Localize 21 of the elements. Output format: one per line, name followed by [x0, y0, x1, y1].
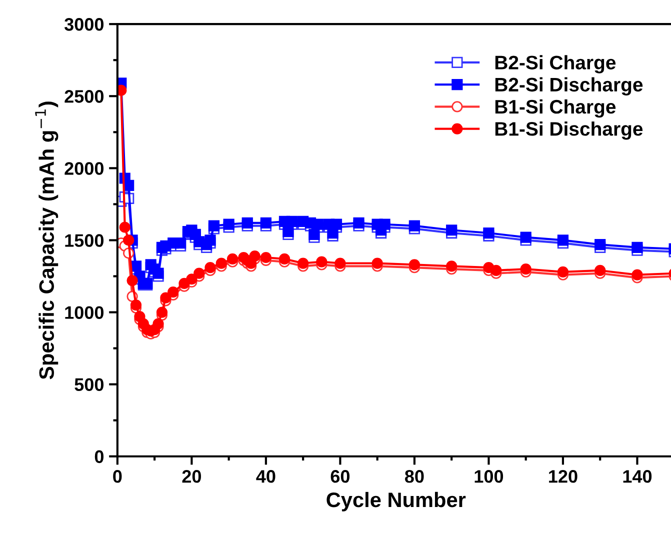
x-tick-label: 0: [113, 470, 122, 483]
legend-label: B2-Si Charge: [495, 55, 616, 74]
x-tick-label: 40: [256, 470, 276, 483]
y-tick-label: 500: [74, 378, 104, 392]
legend-label: B1-Si Discharge: [495, 121, 643, 140]
y-tick-label: 1000: [65, 306, 104, 319]
legend-label: B2-Si Discharge: [495, 77, 643, 96]
x-tick-label: 100: [474, 470, 504, 483]
y-tick-label: 2500: [64, 90, 104, 103]
x-axis-title: Cycle Number: [326, 492, 466, 512]
y-axis-title: Specific Capacity (mAh g$^{−1}$): [35, 102, 58, 380]
y-tick-label: 1500: [65, 234, 104, 247]
x-tick-label: 80: [404, 470, 424, 483]
x-tick-label: 120: [549, 470, 578, 483]
x-tick-label: 20: [182, 470, 201, 483]
legend-label: B1-Si Charge: [495, 99, 616, 118]
y-tick-label: 3000: [64, 18, 104, 31]
y-tick-label: 0: [94, 450, 104, 464]
y-tick-label: 2000: [64, 162, 104, 175]
x-tick-label: 140: [623, 470, 652, 483]
x-tick-label: 60: [330, 470, 350, 483]
